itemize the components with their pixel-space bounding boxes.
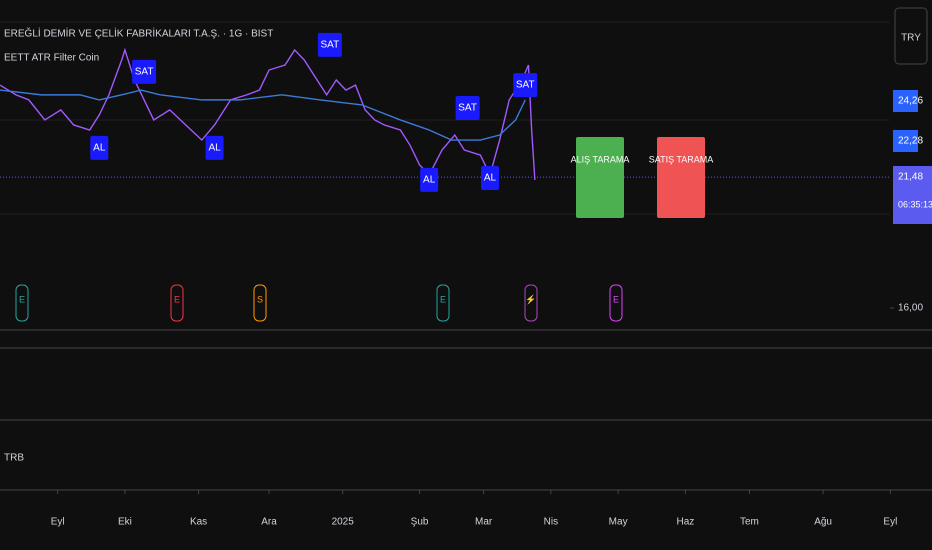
event-icon-label: E [440,294,446,304]
signal-text: AL [423,175,436,186]
x-tick-label: Eyl [883,517,897,528]
x-tick-label: Eyl [51,517,65,528]
event-icon-label: E [19,294,25,304]
event-icon[interactable] [253,284,267,322]
countdown: 06:35:13 [898,199,932,209]
signal-label [420,167,439,192]
x-tick-label: May [609,517,628,528]
price-badge [893,166,932,224]
x-tick-label: Ağu [814,517,832,528]
x-tick-label: Haz [676,517,694,528]
signal-text: SAT [135,67,154,78]
price-badge [893,130,918,152]
pane-label: TRB [4,453,24,464]
event-icon-label: E [613,294,619,304]
event-icon[interactable] [524,284,538,322]
event-icon[interactable] [170,284,184,322]
scan-button[interactable] [657,137,705,218]
x-tick-label: Ara [261,517,277,528]
event-icon-label: S [257,294,263,304]
x-tick-label: Şub [411,517,429,528]
scan-button-label: ALIŞ TARAMA [571,154,630,164]
signal-label [317,32,342,57]
currency-button[interactable] [894,7,928,65]
signal-text: AL [484,173,497,184]
indicator-name: EETT ATR Filter Coin [4,53,99,64]
y-tick-label: 16,00 [898,303,923,314]
signal-text: AL [93,143,106,154]
price-badge-label: 21,48 [898,172,923,183]
x-tick-label: Eki [118,517,132,528]
price-series [0,89,526,141]
signal-label [205,135,224,160]
signal-text: SAT [458,103,477,114]
x-tick-label: Tem [740,517,759,528]
signal-text: AL [208,143,221,154]
price-badge-label: 22,28 [898,136,923,147]
event-icon[interactable] [436,284,450,322]
price-badge-label: 24,26 [898,96,923,107]
x-tick-label: Nis [544,517,558,528]
event-icon-label: ⚡ [525,293,536,305]
scan-button[interactable] [576,137,624,218]
signal-label [513,73,538,98]
currency: TRY [901,33,921,44]
event-icon[interactable] [15,284,29,322]
event-icon-label: E [174,294,180,304]
x-tick-label: 2025 [332,517,355,528]
event-icon[interactable] [609,284,623,322]
scan-button-label: SATIŞ TARAMA [649,154,714,164]
chart-title: EREĞLİ DEMİR VE ÇELİK FABRİKALARI T.A.Ş.… [4,27,273,40]
x-tick-label: Mar [475,517,493,528]
signal-text: SAT [516,80,535,91]
signal-label [455,96,480,121]
signal-label [481,166,500,191]
x-tick-label: Kas [190,517,207,528]
signal-text: SAT [321,40,340,51]
signal-label [90,135,109,160]
signal-label [132,59,157,84]
price-badge [893,90,918,112]
